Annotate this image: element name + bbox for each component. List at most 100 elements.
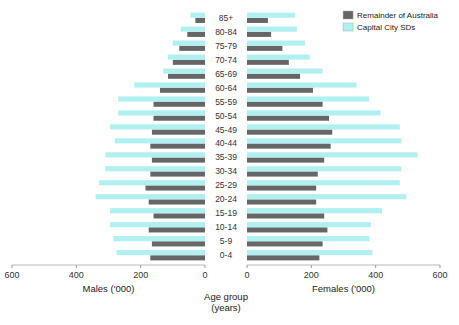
legend-item: Capital City SDs (343, 23, 415, 32)
bar (247, 199, 316, 204)
x-axis-line (247, 265, 440, 266)
bar (110, 208, 205, 213)
panel: 6004002000Males ('000) (4, 13, 207, 294)
x-tick-label: 600 (432, 270, 447, 280)
x-tick-label: 0 (244, 270, 249, 280)
y-tick-label: 45-49 (215, 125, 237, 135)
bar (163, 68, 205, 73)
y-tick-label: 35-39 (215, 152, 237, 162)
chart: 6004002000Males ('000)02004006000-45-910… (0, 0, 459, 325)
bar (96, 194, 205, 199)
y-axis-label: Age group(years) (204, 291, 248, 313)
bar (115, 138, 205, 143)
bar (150, 171, 205, 176)
bar (152, 158, 205, 163)
y-tick-label: 5-9 (220, 236, 233, 246)
y-tick-label: 30-34 (215, 166, 237, 176)
bar (247, 138, 401, 143)
bar (118, 110, 205, 115)
bar (247, 222, 371, 227)
bar (152, 241, 205, 246)
bar (247, 74, 300, 79)
bar (179, 46, 205, 51)
bar (247, 102, 323, 107)
bar (149, 227, 205, 232)
bar (247, 110, 380, 115)
x-tick-label: 400 (69, 270, 84, 280)
bar (247, 130, 332, 135)
bar (118, 96, 205, 101)
x-tick (311, 265, 312, 268)
bar (247, 255, 319, 260)
legend-item: Remainder of Australia (343, 11, 438, 20)
x-tick (12, 265, 13, 268)
bar (181, 27, 205, 32)
background (0, 0, 459, 325)
bar (247, 180, 400, 185)
bar (150, 255, 205, 260)
x-tick (205, 265, 206, 268)
bars (247, 13, 417, 261)
y-tick-label: 40-44 (215, 138, 237, 148)
bar (247, 60, 289, 65)
y-tick-label: 70-74 (215, 55, 237, 65)
bar (247, 82, 356, 87)
bar (117, 250, 205, 255)
bar (247, 32, 271, 37)
bar (110, 222, 205, 227)
bar (247, 236, 369, 241)
bar (247, 46, 282, 51)
bar (247, 158, 324, 163)
bar (247, 213, 324, 218)
x-tick (247, 265, 248, 268)
x-axis-label: Males ('000) (83, 283, 135, 294)
bar (145, 185, 205, 190)
x-tick (76, 265, 77, 268)
bar (187, 32, 205, 37)
bar (173, 41, 205, 46)
bar (99, 180, 205, 185)
bar (191, 13, 205, 18)
bar (173, 60, 205, 65)
bar (247, 124, 400, 129)
bar (247, 41, 305, 46)
bar (247, 171, 318, 176)
bar (247, 27, 297, 32)
y-tick-label: 50-54 (215, 111, 237, 121)
bar (247, 96, 369, 101)
y-tick-label: 25-29 (215, 180, 237, 190)
legend-label: Remainder of Australia (357, 11, 438, 20)
x-tick-label: 200 (304, 270, 319, 280)
bar (247, 116, 329, 121)
bars (96, 13, 205, 261)
y-tick-label: 10-14 (215, 222, 237, 232)
bar (105, 166, 205, 171)
legend: Remainder of Australia Capital City SDs (343, 11, 438, 32)
bar (113, 236, 205, 241)
bar (247, 55, 310, 60)
y-tick-label: 0-4 (220, 250, 233, 260)
x-tick (140, 265, 141, 268)
bar (152, 130, 205, 135)
y-axis-label-line: Age group (204, 291, 248, 302)
panel: 02004006000-45-910-1415-1920-2425-2930-3… (204, 11, 447, 313)
bar (105, 152, 205, 157)
y-tick-label: 20-24 (215, 194, 237, 204)
bar (110, 124, 205, 129)
bar (247, 152, 417, 157)
bar (168, 55, 205, 60)
bar (247, 185, 316, 190)
y-tick-label: 60-64 (215, 83, 237, 93)
x-axis-line (12, 265, 205, 266)
y-tick-label: 85+ (219, 13, 233, 23)
legend-swatch (343, 11, 353, 19)
bar (247, 13, 295, 18)
x-tick (375, 265, 376, 268)
bar (160, 88, 205, 93)
bar (247, 166, 401, 171)
x-tick-label: 0 (202, 270, 207, 280)
bar (150, 144, 205, 149)
legend-label: Capital City SDs (357, 23, 415, 32)
bar (247, 68, 323, 73)
y-axis-label-line: (years) (211, 302, 241, 313)
